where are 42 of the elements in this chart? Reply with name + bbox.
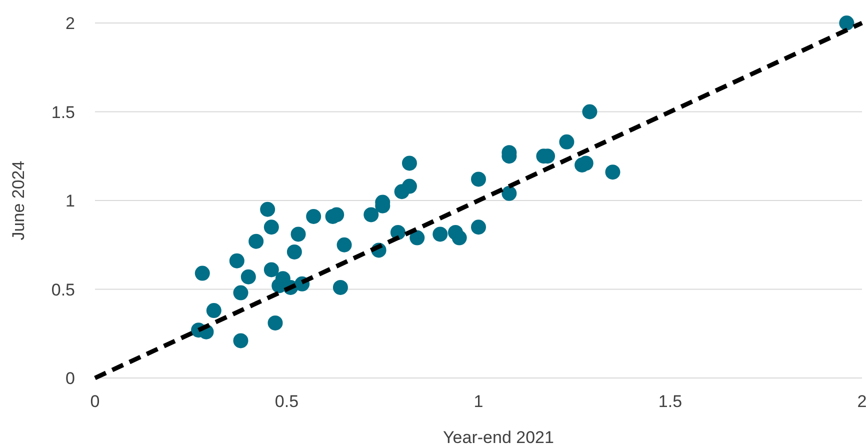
point — [260, 202, 276, 217]
y-tick-label: 1 — [66, 192, 75, 210]
x-axis-title: Year-end 2021 — [443, 428, 554, 447]
point — [286, 244, 302, 260]
point — [248, 234, 264, 249]
point — [452, 230, 467, 246]
point — [502, 186, 517, 201]
point — [559, 134, 574, 150]
point — [471, 220, 486, 235]
point — [364, 207, 379, 222]
point — [402, 178, 417, 194]
y-tick-label: 0.5 — [51, 280, 75, 300]
x-tick-label: 1 — [474, 392, 484, 411]
point — [194, 266, 210, 281]
x-tick-label: 0 — [90, 392, 100, 411]
x-tick-label: 0.5 — [274, 392, 299, 411]
y-axis-title: June 2024 — [9, 160, 28, 240]
point — [268, 315, 283, 330]
point — [233, 333, 248, 348]
point — [240, 269, 256, 284]
point — [336, 237, 352, 252]
point — [471, 172, 486, 187]
point — [402, 156, 417, 171]
point — [206, 303, 222, 318]
point — [410, 230, 425, 246]
point — [332, 280, 348, 295]
point — [264, 220, 279, 235]
point — [839, 16, 854, 30]
point — [290, 226, 306, 242]
y-tick-label: 0 — [66, 369, 75, 388]
point — [605, 164, 620, 180]
point — [229, 253, 244, 268]
x-tick-label: 2 — [857, 392, 866, 411]
point — [582, 104, 598, 120]
point — [432, 226, 448, 242]
y-tick-label: 1.5 — [51, 102, 75, 122]
point — [329, 207, 344, 222]
y-tick-label: 2 — [66, 14, 75, 33]
point — [233, 285, 248, 300]
point — [306, 208, 322, 224]
point — [264, 262, 279, 278]
x-tick-label: 1.5 — [658, 392, 682, 411]
